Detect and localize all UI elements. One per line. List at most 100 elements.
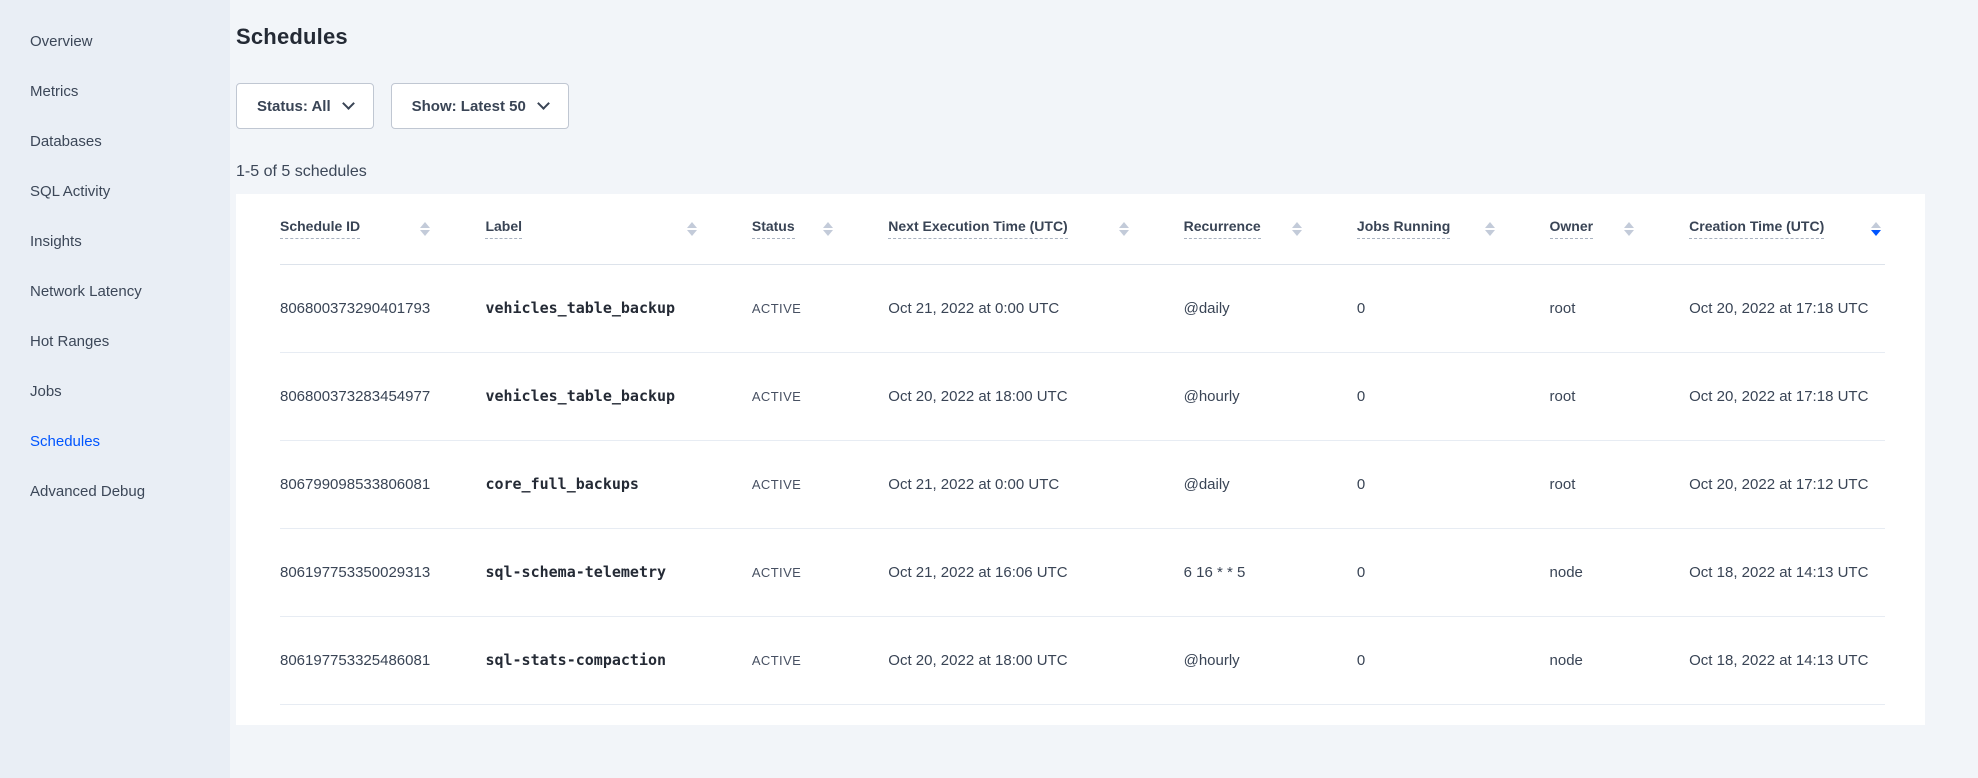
table-header-row: Schedule ID Label Status Next Execution … bbox=[280, 194, 1885, 265]
cell-jobs-running: 0 bbox=[1356, 352, 1550, 441]
sidebar-item-network-latency[interactable]: Network Latency bbox=[0, 266, 230, 316]
sidebar-item-label: Overview bbox=[30, 32, 93, 50]
table-row: 806197753350029313 sql-schema-telemetry … bbox=[280, 528, 1885, 617]
sort-icon[interactable] bbox=[815, 221, 834, 236]
column-header-label: Label bbox=[485, 194, 752, 265]
cell-creation-time: Oct 20, 2022 at 17:18 UTC bbox=[1689, 352, 1885, 441]
sort-asc-arrow-icon bbox=[1624, 221, 1635, 228]
column-header-status: Status bbox=[751, 194, 889, 265]
table-row: 806800373283454977 vehicles_table_backup… bbox=[280, 352, 1885, 441]
column-label[interactable]: Next Execution Time (UTC) bbox=[888, 218, 1068, 240]
status-badge: ACTIVE bbox=[751, 352, 889, 441]
results-summary: 1-5 of 5 schedules bbox=[236, 163, 367, 180]
sort-asc-arrow-icon bbox=[823, 221, 834, 228]
sort-asc-arrow-icon bbox=[1484, 221, 1495, 228]
column-label[interactable]: Schedule ID bbox=[280, 218, 361, 240]
sort-desc-arrow-icon bbox=[1624, 229, 1635, 236]
table-row: 806800373290401793 vehicles_table_backup… bbox=[280, 264, 1885, 353]
sidebar-item-label: Schedules bbox=[30, 432, 101, 450]
column-label[interactable]: Creation Time (UTC) bbox=[1689, 218, 1825, 240]
cell-recurrence: @hourly bbox=[1183, 352, 1357, 441]
cell-creation-time: Oct 18, 2022 at 14:13 UTC bbox=[1689, 528, 1885, 617]
sort-icon[interactable] bbox=[1111, 221, 1129, 236]
sort-asc-arrow-icon bbox=[686, 221, 697, 228]
cell-schedule-id: 806800373290401793 bbox=[280, 264, 486, 353]
main-content: Schedules Status: All Show: Latest 50 1-… bbox=[230, 0, 1978, 778]
sidebar-item-insights[interactable]: Insights bbox=[0, 216, 230, 266]
sort-desc-arrow-icon bbox=[1118, 229, 1129, 236]
sidebar-item-hot-ranges[interactable]: Hot Ranges bbox=[0, 316, 230, 366]
sort-desc-arrow-icon bbox=[823, 229, 834, 236]
sidebar-item-overview[interactable]: Overview bbox=[0, 16, 230, 66]
cell-owner: root bbox=[1549, 352, 1690, 441]
sort-icon[interactable] bbox=[412, 221, 431, 236]
cell-jobs-running: 0 bbox=[1356, 264, 1550, 353]
sidebar-item-schedules[interactable]: Schedules bbox=[0, 416, 230, 466]
sidebar-item-label: Network Latency bbox=[30, 282, 142, 300]
cell-jobs-running: 0 bbox=[1356, 528, 1550, 617]
cell-label: sql-schema-telemetry bbox=[485, 528, 752, 617]
cell-recurrence: @daily bbox=[1183, 264, 1357, 353]
column-header-schedule-id: Schedule ID bbox=[280, 194, 486, 265]
cell-next-execution: Oct 21, 2022 at 16:06 UTC bbox=[888, 528, 1184, 617]
cell-creation-time: Oct 18, 2022 at 14:13 UTC bbox=[1689, 616, 1885, 705]
status-filter-dropdown[interactable]: Status: All bbox=[236, 83, 374, 129]
cell-owner: root bbox=[1549, 440, 1690, 529]
cell-jobs-running: 0 bbox=[1356, 440, 1550, 529]
table-row: 806799098533806081 core_full_backups ACT… bbox=[280, 440, 1885, 529]
sidebar-item-sql-activity[interactable]: SQL Activity bbox=[0, 166, 230, 216]
sidebar-item-metrics[interactable]: Metrics bbox=[0, 66, 230, 116]
sidebar: Overview Metrics Databases SQL Activity … bbox=[0, 0, 230, 778]
cell-recurrence: 6 16 * * 5 bbox=[1183, 528, 1357, 617]
cell-schedule-id: 806800373283454977 bbox=[280, 352, 486, 441]
sidebar-item-label: SQL Activity bbox=[30, 182, 111, 200]
table-row: 806197753325486081 sql-stats-compaction … bbox=[280, 616, 1885, 705]
cell-label: core_full_backups bbox=[485, 440, 752, 529]
sort-desc-arrow-icon bbox=[1871, 229, 1881, 236]
sort-asc-arrow-icon bbox=[420, 221, 431, 228]
sidebar-item-label: Insights bbox=[30, 232, 82, 250]
cell-owner: node bbox=[1549, 528, 1690, 617]
sidebar-item-jobs[interactable]: Jobs bbox=[0, 366, 230, 416]
sort-desc-arrow-icon bbox=[686, 229, 697, 236]
sort-icon[interactable] bbox=[1284, 221, 1302, 236]
show-filter-dropdown[interactable]: Show: Latest 50 bbox=[390, 83, 569, 129]
cell-next-execution: Oct 21, 2022 at 0:00 UTC bbox=[888, 264, 1184, 353]
sidebar-item-label: Metrics bbox=[30, 82, 79, 100]
sort-icon[interactable] bbox=[1477, 221, 1495, 236]
cell-creation-time: Oct 20, 2022 at 17:12 UTC bbox=[1689, 440, 1885, 529]
cell-jobs-running: 0 bbox=[1356, 616, 1550, 705]
sort-desc-arrow-icon bbox=[1291, 229, 1302, 236]
cell-schedule-id: 806197753350029313 bbox=[280, 528, 486, 617]
column-label[interactable]: Status bbox=[751, 218, 795, 240]
cell-schedule-id: 806799098533806081 bbox=[280, 440, 486, 529]
sort-icon[interactable] bbox=[679, 221, 697, 236]
column-label[interactable]: Jobs Running bbox=[1356, 218, 1451, 240]
sort-desc-arrow-icon bbox=[1484, 229, 1495, 236]
cell-recurrence: @daily bbox=[1183, 440, 1357, 529]
sort-asc-arrow-icon bbox=[1118, 221, 1129, 228]
column-header-recurrence: Recurrence bbox=[1183, 194, 1357, 265]
show-filter-label: Show: Latest 50 bbox=[411, 97, 526, 115]
column-label[interactable]: Owner bbox=[1549, 218, 1594, 240]
sidebar-item-label: Advanced Debug bbox=[30, 482, 146, 500]
sort-icon[interactable] bbox=[1863, 221, 1881, 236]
column-label[interactable]: Recurrence bbox=[1183, 218, 1261, 240]
cell-next-execution: Oct 21, 2022 at 0:00 UTC bbox=[888, 440, 1184, 529]
schedules-table-card: Schedule ID Label Status Next Execution … bbox=[236, 194, 1925, 725]
chevron-down-icon bbox=[536, 97, 550, 110]
sort-asc-arrow-icon bbox=[1871, 221, 1881, 228]
filter-bar: Status: All Show: Latest 50 bbox=[236, 83, 1978, 129]
chevron-down-icon bbox=[341, 97, 355, 110]
column-label[interactable]: Label bbox=[485, 218, 523, 240]
sort-icon[interactable] bbox=[1616, 221, 1635, 236]
sidebar-item-advanced-debug[interactable]: Advanced Debug bbox=[0, 466, 230, 516]
cell-next-execution: Oct 20, 2022 at 18:00 UTC bbox=[888, 352, 1184, 441]
cell-owner: node bbox=[1549, 616, 1690, 705]
cell-next-execution: Oct 20, 2022 at 18:00 UTC bbox=[888, 616, 1184, 705]
page-title: Schedules bbox=[236, 24, 348, 49]
sidebar-item-databases[interactable]: Databases bbox=[0, 116, 230, 166]
cell-owner: root bbox=[1549, 264, 1690, 353]
status-badge: ACTIVE bbox=[751, 440, 889, 529]
